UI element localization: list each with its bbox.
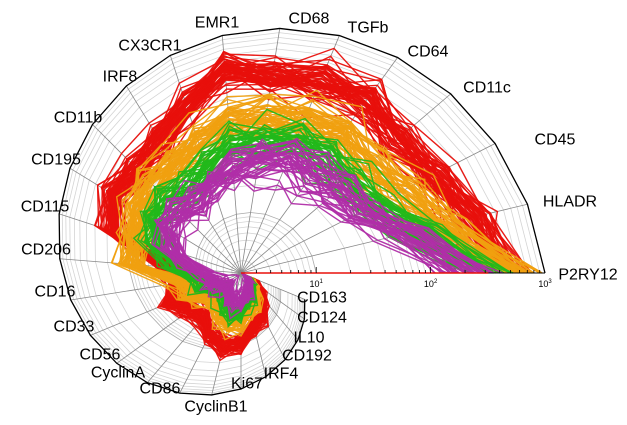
axis-label-cd68: CD68 — [289, 11, 330, 28]
axis-label-cyclinb1: CyclinB1 — [184, 399, 247, 416]
axis-label-cd192: CD192 — [282, 348, 332, 365]
tick-base: 10 — [310, 279, 320, 289]
series-line-orange — [115, 98, 543, 331]
grid-ring — [61, 32, 541, 394]
tick-base: 10 — [424, 279, 434, 289]
axis-label-cd11c: CD11c — [463, 80, 511, 97]
tick-exponent: 1 — [320, 279, 324, 285]
axis-label-cd45: CD45 — [535, 132, 576, 149]
axis-label-cd163: CD163 — [297, 290, 347, 307]
series-line-purple — [173, 168, 457, 299]
tick-exponent: 2 — [434, 279, 438, 285]
series-line-purple — [160, 140, 480, 305]
series-line-purple — [173, 143, 483, 299]
axis-label-hladr: HLADR — [543, 194, 597, 211]
tick-exponent: 3 — [548, 279, 552, 285]
axis-label-cd11b: CD11b — [54, 110, 103, 127]
grid-ring — [65, 36, 535, 391]
tick-label: 103 — [538, 279, 552, 289]
axis-label-irf8: IRF8 — [103, 69, 138, 86]
data-lines — [93, 47, 543, 362]
tick-label: 101 — [310, 279, 324, 289]
axis-label-cyclina: CyclinA — [91, 365, 146, 382]
grid-ring — [69, 42, 528, 389]
axis-label-cd33: CD33 — [54, 319, 95, 336]
axis-label-tgfb: TGFb — [348, 20, 389, 37]
axis-labels: P2RY12 HLADR CD45 CD11c CD64 TGFb CD68 EMR1 CX3C… — [21, 11, 618, 416]
axis-label-p2ry12: P2RY12 — [558, 267, 617, 284]
axis-label-cd16: CD16 — [35, 284, 76, 301]
axis-label-cd206: CD206 — [21, 242, 71, 259]
axis-label-cd64: CD64 — [408, 44, 449, 61]
axis-label-ki67: Ki67 — [231, 376, 263, 393]
series-line-purple — [164, 151, 492, 313]
series-line-purple — [158, 154, 475, 304]
series-line-orange — [118, 93, 543, 337]
radial-axis: 101 102 103 — [241, 267, 552, 289]
series-line-orange — [122, 108, 519, 324]
series-line-green — [146, 133, 493, 323]
spoke-cd11c — [240, 93, 451, 274]
axis-label-cd56: CD56 — [80, 347, 121, 364]
grid-ring — [222, 248, 272, 286]
axis-label-cd86: CD86 — [140, 381, 181, 398]
tick-label: 102 — [424, 279, 438, 289]
axis-label-irf4: IRF4 — [264, 366, 299, 383]
axis-label-cx3cr1: CX3CR1 — [118, 38, 181, 55]
axis-label-emr1: EMR1 — [195, 15, 240, 32]
series-line-purple — [164, 140, 473, 307]
axis-label-il10: IL10 — [293, 330, 324, 347]
axis-label-cd195: CD195 — [31, 152, 81, 169]
axis-label-cd115: CD115 — [21, 199, 70, 216]
tick-base: 10 — [538, 279, 548, 289]
grid-ring — [73, 48, 521, 386]
outer-boundary — [58, 27, 546, 396]
series-line-purple — [174, 157, 445, 302]
axis-label-cd124: CD124 — [297, 310, 347, 327]
